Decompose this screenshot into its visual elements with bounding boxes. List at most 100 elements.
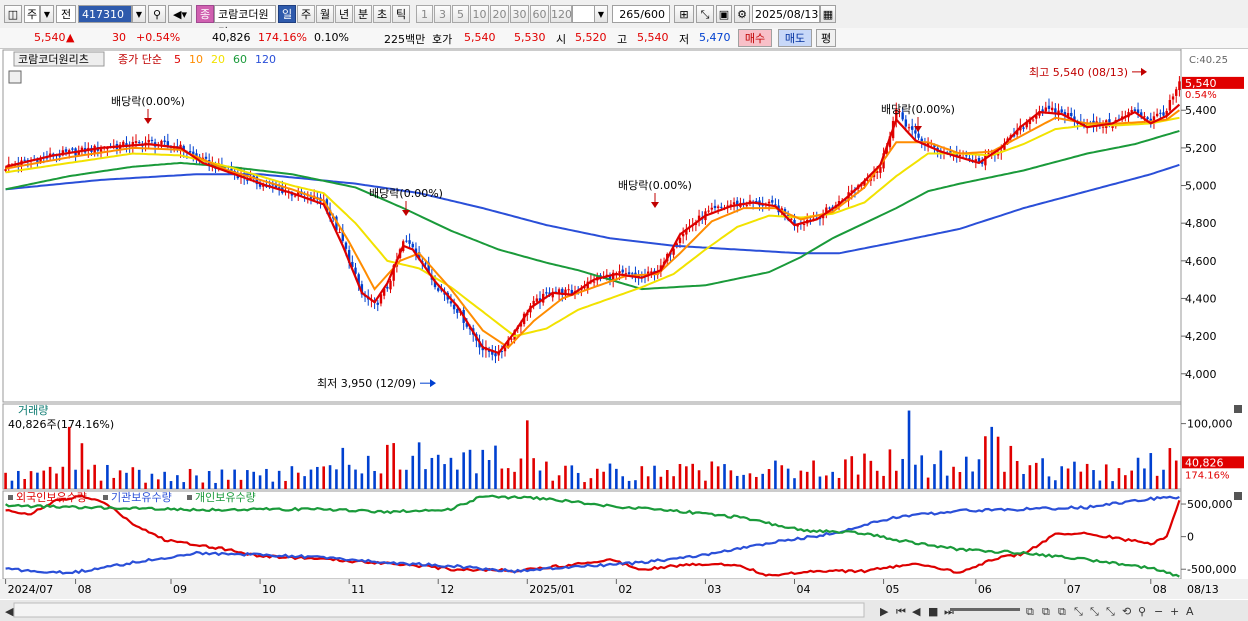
volume-bar <box>1054 480 1057 489</box>
grid-icon[interactable]: ⊞ <box>674 5 694 23</box>
volume-bar <box>704 480 707 489</box>
candle-body <box>354 267 357 274</box>
volume-bar <box>226 479 230 489</box>
price-tick-label: 4,600 <box>1185 255 1217 268</box>
candle-body <box>583 287 586 289</box>
candle-body <box>767 201 771 204</box>
price-tick-label: 4,200 <box>1185 330 1217 343</box>
price-tick-label: 5,200 <box>1185 142 1217 155</box>
search-icon[interactable]: ⚲ <box>148 5 166 23</box>
market-type[interactable]: 주 <box>24 5 40 23</box>
candle-body <box>879 166 882 173</box>
interval-60[interactable]: 60 <box>530 5 549 23</box>
volume-bar <box>74 469 77 489</box>
volume-bar <box>17 470 20 489</box>
prev-button[interactable]: 전 <box>56 5 76 23</box>
volume-bar <box>481 449 485 489</box>
candle-body <box>1133 109 1137 112</box>
candle-body <box>382 288 386 296</box>
volume-bar <box>850 456 854 489</box>
volume-bar <box>93 464 96 489</box>
volume-bar <box>557 475 561 489</box>
crosshair-icon[interactable]: ⤡ <box>696 5 714 23</box>
period-3[interactable]: 년 <box>335 5 353 23</box>
volume-bar <box>1092 470 1095 489</box>
dividend-arrow-icon <box>914 126 922 132</box>
candle-body <box>551 293 554 298</box>
eval-button[interactable]: 평 <box>816 29 836 47</box>
interval-10[interactable]: 10 <box>470 5 489 23</box>
volume-bar <box>640 466 644 489</box>
candle-body <box>790 218 793 220</box>
tool-icon: ⧉ <box>1058 605 1066 618</box>
buy-button[interactable]: 매수 <box>738 29 772 47</box>
low-arrow-icon <box>430 379 436 388</box>
volume-bar <box>1060 466 1064 489</box>
candle-body <box>507 340 510 347</box>
volume-bar <box>150 473 154 489</box>
save-icon[interactable]: ▣ <box>716 5 732 23</box>
period-4[interactable]: 분 <box>354 5 372 23</box>
ask-label: 호가 <box>432 33 453 46</box>
dividend-label: 배당락(0.00%) <box>369 187 443 200</box>
speaker-icon[interactable]: ◀▾ <box>168 5 192 23</box>
chevron-down-icon[interactable]: ▼ <box>132 5 146 23</box>
volume-bar <box>169 481 173 489</box>
volume-bar <box>761 473 764 489</box>
tag-icon[interactable]: 종 <box>196 5 214 23</box>
volume-last-pct: 174.16% <box>1185 470 1230 481</box>
volume-bar <box>430 457 434 489</box>
interval-30[interactable]: 30 <box>510 5 529 23</box>
last-price-box <box>1182 76 1244 89</box>
low-price: 5,470 <box>699 31 731 44</box>
volume-bar <box>144 482 147 489</box>
volume-bar <box>825 475 828 489</box>
chevron-down-icon[interactable]: ▼ <box>594 5 608 23</box>
candle-body <box>771 200 774 203</box>
interval-1[interactable]: 1 <box>416 5 433 23</box>
volume-bar <box>538 470 542 489</box>
playback-icon: ⏮ <box>896 605 906 618</box>
volume-bar <box>627 480 631 489</box>
candle-body <box>1076 122 1079 124</box>
stock-code-input[interactable]: 417310 <box>78 5 132 23</box>
calendar-icon[interactable]: ▦ <box>820 5 836 23</box>
candle-body <box>898 110 901 112</box>
candle-body <box>678 237 682 243</box>
interval-120[interactable]: 120 <box>550 5 572 23</box>
volume-bar <box>284 480 287 489</box>
interval-5[interactable]: 5 <box>452 5 469 23</box>
count-field[interactable]: 265/600 <box>612 5 670 23</box>
layout-icon[interactable]: ◫ <box>4 5 22 23</box>
candle-body <box>1143 116 1146 118</box>
interval-3[interactable]: 3 <box>434 5 451 23</box>
candle-body <box>780 208 783 211</box>
candle-body <box>716 206 720 208</box>
volume-bar <box>265 468 268 489</box>
volume-bar <box>583 482 586 489</box>
legend-label: 종가 단순 <box>118 53 162 66</box>
stock-chart[interactable]: 4,000 4,200 4,400 4,600 4,800 5,000 5,200 5,400… <box>0 49 1248 621</box>
candle-body <box>1025 122 1028 128</box>
volume-bar <box>742 474 745 489</box>
gear-icon[interactable]: ⚙ <box>734 5 750 23</box>
candle-body <box>386 286 389 289</box>
candle-body <box>920 138 923 142</box>
chevron-down-icon[interactable]: ▼ <box>40 5 54 23</box>
playback-icon: ▶ <box>880 605 889 618</box>
period-5[interactable]: 초 <box>373 5 391 23</box>
candle-body <box>1101 126 1105 128</box>
volume-last-box <box>1182 456 1244 469</box>
volume-bar <box>36 472 39 489</box>
period-1[interactable]: 주 <box>297 5 315 23</box>
date-field[interactable]: 2025/08/13 <box>752 5 820 23</box>
period-2[interactable]: 월 <box>316 5 334 23</box>
period-6[interactable]: 틱 <box>392 5 410 23</box>
period-0[interactable]: 일 <box>278 5 296 23</box>
sell-button[interactable]: 매도 <box>778 29 812 47</box>
candle-body <box>710 207 713 210</box>
dividend-arrow-icon <box>144 118 152 124</box>
interval-20[interactable]: 20 <box>490 5 509 23</box>
volume-bar <box>1117 468 1121 489</box>
